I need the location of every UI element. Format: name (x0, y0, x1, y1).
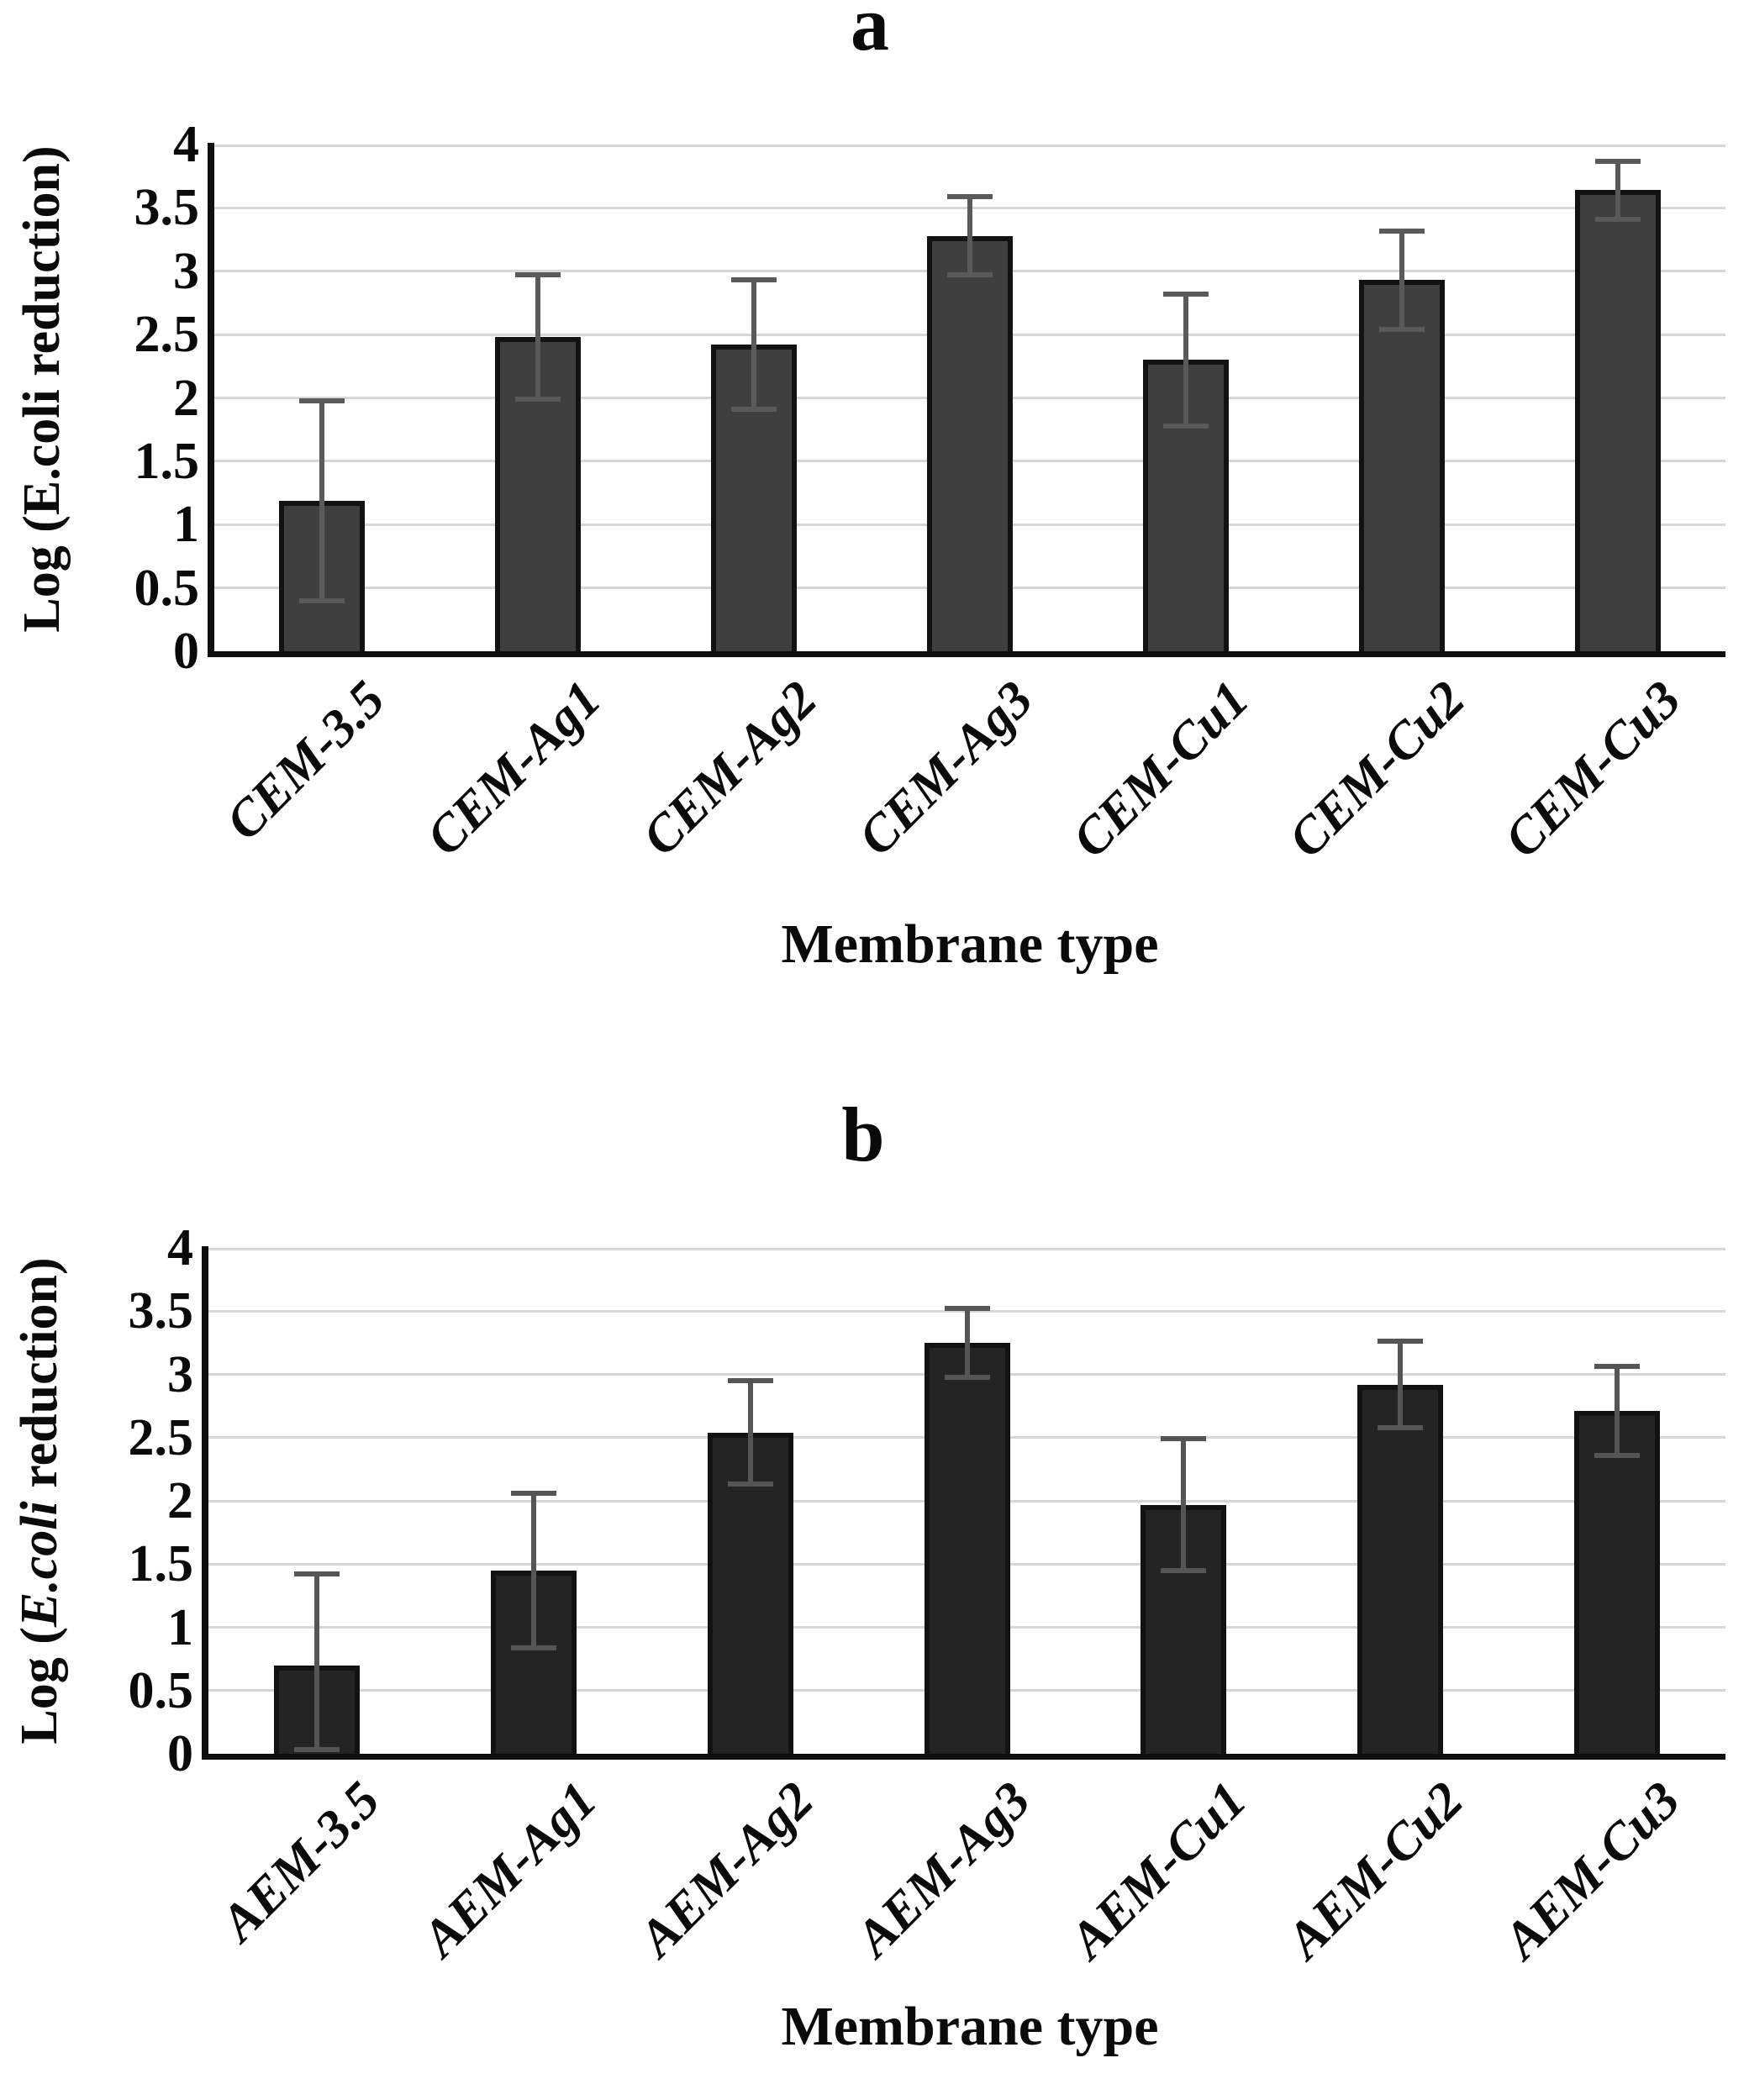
error-bar-cap-bottom (947, 272, 993, 278)
error-bar-cap-bottom (1378, 1424, 1424, 1430)
error-bar-line (1399, 230, 1404, 330)
error-bar-cap-bottom (293, 1747, 340, 1752)
x-axis-line (202, 1754, 1725, 1760)
y-tick-label: 1 (167, 1598, 193, 1656)
error-bar-line (313, 1574, 319, 1750)
y-tick-label: 4 (167, 1219, 193, 1276)
error-bar-cap-top (1594, 1364, 1641, 1370)
error-bar-cap-top (944, 1306, 990, 1312)
panel-a-plot-area (208, 143, 1725, 657)
panel-b-plot-area (202, 1246, 1725, 1760)
y-tick-label: 0.5 (128, 1661, 194, 1719)
bar-CEM-Ag3 (927, 235, 1013, 651)
y-tick-label: 4 (173, 116, 199, 173)
bar-AEM-Ag3 (924, 1342, 1010, 1754)
error-bar-line (1398, 1341, 1404, 1428)
y-tick-label: 0 (173, 623, 199, 680)
error-bar-line (1615, 1366, 1620, 1455)
error-bar-cap-top (1162, 291, 1209, 297)
error-bar-cap-bottom (1594, 1452, 1641, 1458)
error-bar-line (530, 1492, 536, 1648)
error-bar-cap-bottom (1594, 216, 1641, 222)
y-tick-label: 1.5 (128, 1535, 194, 1593)
error-bar-cap-bottom (1161, 1567, 1207, 1573)
error-bar-cap-top (947, 193, 993, 199)
y-tick-label: 3.5 (128, 1282, 194, 1340)
gridline (214, 145, 1725, 147)
bar-CEM-Cu2 (1358, 280, 1445, 651)
panel-b-title: b (841, 1092, 885, 1177)
error-bar-line (747, 1381, 753, 1485)
x-axis-line (208, 651, 1725, 657)
bar-AEM-Cu2 (1357, 1384, 1444, 1754)
error-bar-line (964, 1308, 970, 1377)
y-tick-label: 2 (173, 369, 199, 427)
gridline (208, 1248, 1725, 1250)
error-bar-line (751, 280, 757, 410)
y-tick-label: 0 (167, 1725, 193, 1782)
error-bar-cap-top (727, 1378, 773, 1384)
error-bar-line (967, 196, 972, 276)
y-tick-label: 0.5 (134, 559, 200, 617)
bar-CEM-Cu3 (1574, 190, 1661, 651)
bar-AEM-Cu3 (1574, 1411, 1661, 1754)
error-bar-cap-bottom (299, 597, 345, 603)
error-bar-line (1181, 1439, 1187, 1571)
error-bar-cap-top (510, 1490, 556, 1496)
error-bar-cap-top (515, 272, 561, 278)
error-bar-line (319, 400, 325, 601)
error-bar-line (1615, 161, 1620, 219)
error-bar-cap-bottom (944, 1374, 990, 1380)
y-tick-label: 3 (167, 1345, 193, 1403)
panel-a-title: a (851, 0, 889, 66)
panel-b-x-axis-label: Membrane type (781, 1996, 1159, 2057)
y-tick-label: 3.5 (134, 179, 200, 237)
error-bar-line (1183, 293, 1188, 426)
error-bar-cap-bottom (1378, 327, 1425, 333)
y-tick-label: 2.5 (134, 306, 200, 364)
panel-a-x-axis-label: Membrane type (781, 913, 1159, 975)
error-bar-cap-top (731, 277, 777, 283)
y-tick-label: 1.5 (134, 432, 200, 490)
y-tick-label: 2 (167, 1472, 193, 1529)
y-axis-line (208, 143, 214, 657)
error-bar-cap-top (1378, 1339, 1424, 1345)
error-bar-cap-top (293, 1571, 340, 1577)
error-bar-cap-bottom (1162, 423, 1209, 429)
error-bar-line (535, 275, 541, 399)
error-bar-cap-top (1378, 228, 1425, 234)
error-bar-cap-bottom (515, 397, 561, 402)
y-tick-label: 3 (173, 242, 199, 300)
error-bar-cap-bottom (510, 1645, 556, 1650)
error-bar-cap-bottom (727, 1482, 773, 1487)
error-bar-cap-top (299, 397, 345, 403)
y-tick-label: 2.5 (128, 1408, 194, 1466)
y-tick-label: 1 (173, 496, 199, 554)
error-bar-cap-bottom (731, 407, 777, 413)
error-bar-cap-top (1594, 158, 1641, 164)
y-axis-line (202, 1246, 208, 1760)
error-bar-cap-top (1161, 1436, 1207, 1442)
